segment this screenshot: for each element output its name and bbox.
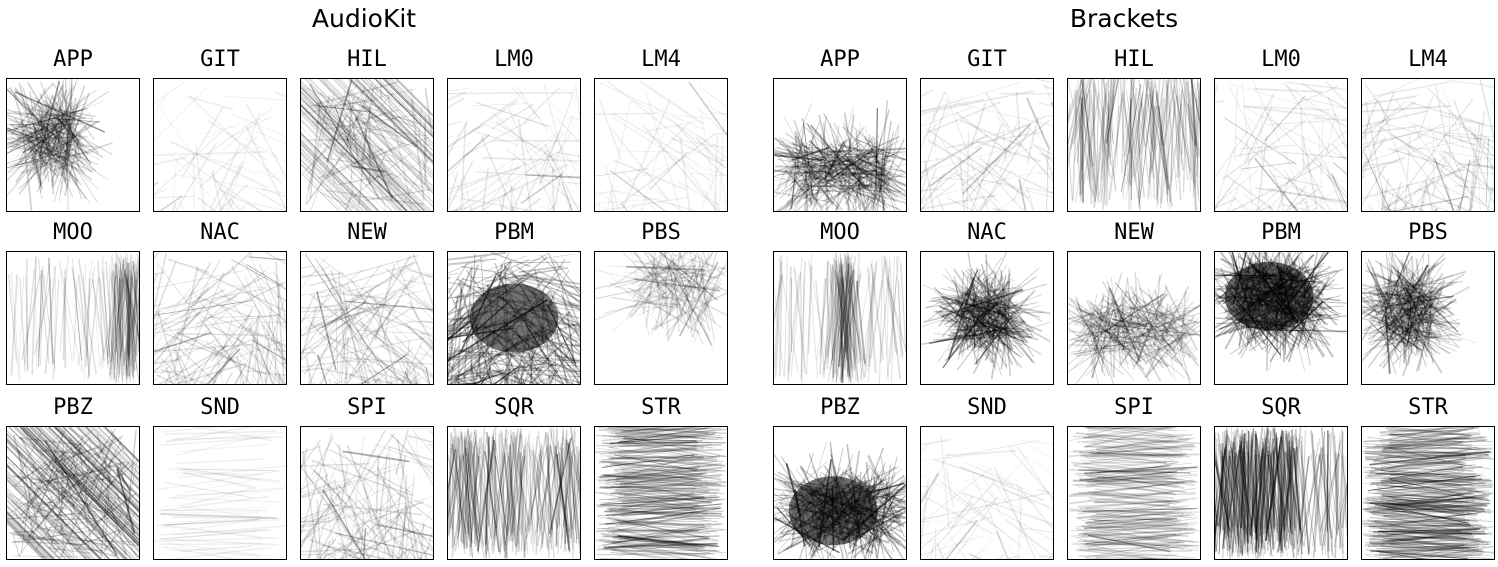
line-pattern (7, 252, 139, 384)
line-pattern-panel (6, 426, 140, 560)
group-title: Brackets (1004, 4, 1244, 34)
panel-title: SND (920, 395, 1054, 421)
line-pattern (595, 427, 727, 559)
line-pattern-panel (300, 251, 434, 385)
line-pattern (1215, 252, 1347, 384)
line-pattern (1362, 427, 1494, 559)
panel-title: MOO (6, 220, 140, 246)
line-pattern (595, 79, 727, 211)
line-pattern-panel (153, 251, 287, 385)
line-pattern (301, 79, 433, 211)
panel-title: PBS (1361, 220, 1495, 246)
panel-title: PBZ (773, 395, 907, 421)
panel-title: PBM (447, 220, 581, 246)
panel-title: SND (153, 395, 287, 421)
line-pattern-panel (1214, 251, 1348, 385)
line-pattern (1215, 427, 1347, 559)
line-pattern (154, 427, 286, 559)
panel-title: HIL (1067, 47, 1201, 73)
line-pattern-panel (920, 78, 1054, 212)
line-pattern-panel (153, 426, 287, 560)
line-pattern-panel (1067, 78, 1201, 212)
line-pattern-panel (447, 426, 581, 560)
line-pattern (921, 427, 1053, 559)
line-pattern (154, 79, 286, 211)
line-pattern (1215, 79, 1347, 211)
line-pattern-panel (594, 78, 728, 212)
line-pattern-panel (6, 78, 140, 212)
line-pattern-panel (773, 78, 907, 212)
line-pattern-panel (920, 426, 1054, 560)
line-pattern (1362, 79, 1494, 211)
line-pattern-panel (773, 426, 907, 560)
panel-title: NAC (153, 220, 287, 246)
panel-title: NEW (300, 220, 434, 246)
panel-title: APP (773, 47, 907, 73)
line-pattern (448, 79, 580, 211)
line-pattern (1068, 427, 1200, 559)
panel-title: GIT (153, 47, 287, 73)
panel-title: SQR (447, 395, 581, 421)
line-pattern-panel (300, 78, 434, 212)
line-pattern-panel (594, 426, 728, 560)
line-pattern-panel (1214, 426, 1348, 560)
line-pattern (1068, 79, 1200, 211)
line-pattern (301, 427, 433, 559)
line-pattern (7, 79, 139, 211)
line-pattern-panel (594, 251, 728, 385)
line-pattern-panel (6, 251, 140, 385)
line-pattern (448, 427, 580, 559)
line-pattern-panel (1361, 78, 1495, 212)
panel-title: APP (6, 47, 140, 73)
line-pattern-panel (1214, 78, 1348, 212)
panel-title: LM4 (1361, 47, 1495, 73)
panel-title: SQR (1214, 395, 1348, 421)
line-pattern (301, 252, 433, 384)
panel-title: SPI (1067, 395, 1201, 421)
panel-title: LM0 (1214, 47, 1348, 73)
line-pattern-panel (920, 251, 1054, 385)
panel-title: MOO (773, 220, 907, 246)
panel-title: GIT (920, 47, 1054, 73)
panel-title: HIL (300, 47, 434, 73)
line-pattern-panel (1067, 251, 1201, 385)
line-pattern (595, 252, 727, 384)
panel-title: STR (1361, 395, 1495, 421)
panel-title: NEW (1067, 220, 1201, 246)
panel-title: PBM (1214, 220, 1348, 246)
line-pattern (7, 427, 139, 559)
line-pattern-panel (773, 251, 907, 385)
group-title: AudioKit (244, 4, 484, 34)
line-pattern-panel (300, 426, 434, 560)
panel-title: NAC (920, 220, 1054, 246)
line-pattern (1362, 252, 1494, 384)
line-pattern-panel (1361, 426, 1495, 560)
line-pattern (448, 252, 580, 384)
panel-title: SPI (300, 395, 434, 421)
line-pattern (774, 427, 906, 559)
line-pattern-panel (153, 78, 287, 212)
panel-title: PBS (594, 220, 728, 246)
line-pattern (774, 79, 906, 211)
panel-title: LM4 (594, 47, 728, 73)
line-pattern-panel (447, 251, 581, 385)
line-pattern (774, 252, 906, 384)
line-pattern-panel (1361, 251, 1495, 385)
line-pattern (921, 252, 1053, 384)
panel-title: LM0 (447, 47, 581, 73)
panel-title: PBZ (6, 395, 140, 421)
line-pattern (921, 79, 1053, 211)
line-pattern (154, 252, 286, 384)
line-pattern-panel (447, 78, 581, 212)
line-pattern (1068, 252, 1200, 384)
panel-title: STR (594, 395, 728, 421)
line-pattern-panel (1067, 426, 1201, 560)
